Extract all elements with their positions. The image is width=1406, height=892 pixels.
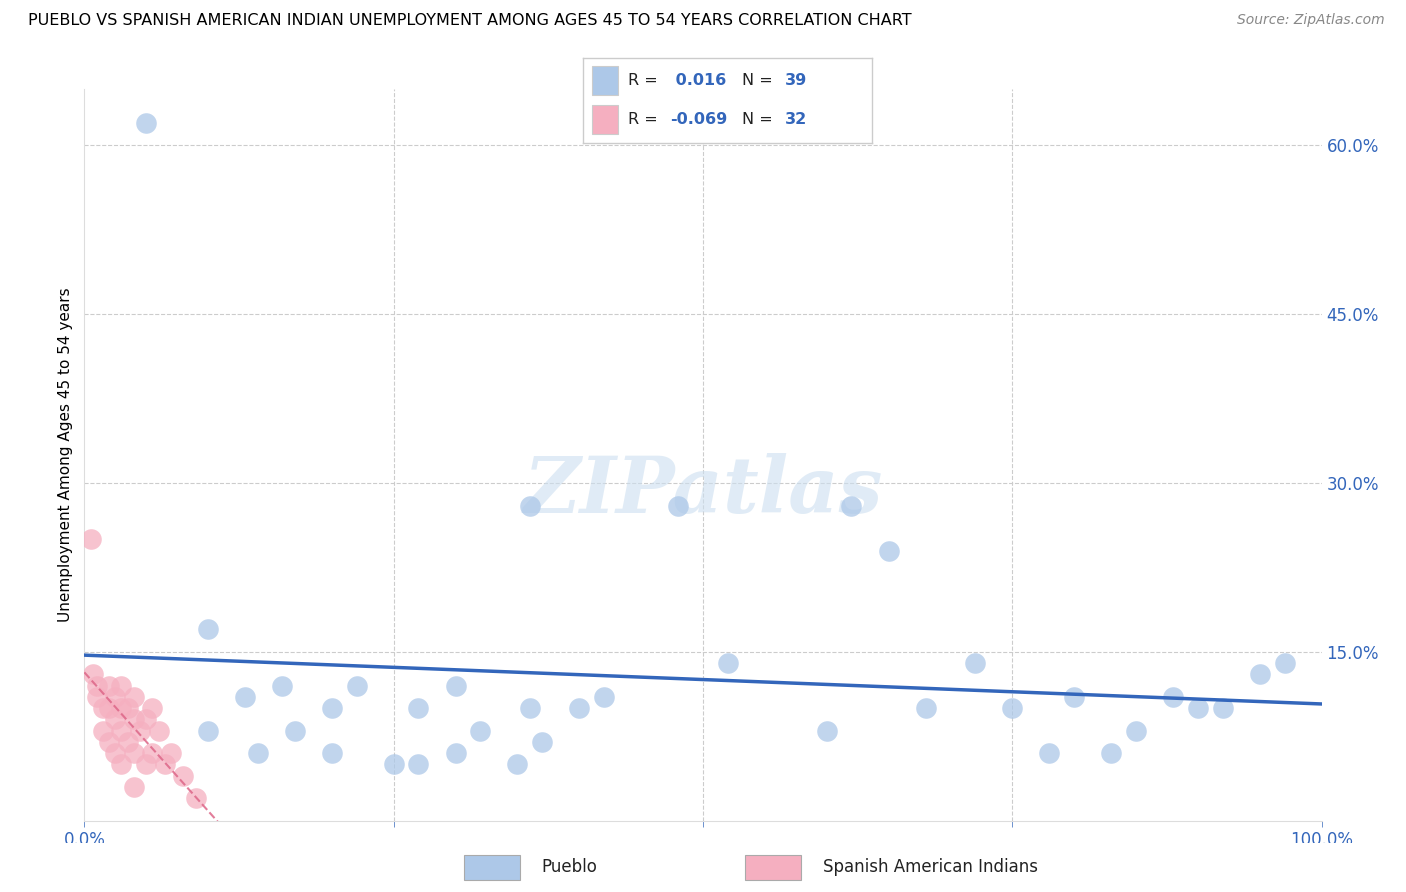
Point	[141, 701, 163, 715]
Point	[110, 701, 132, 715]
Point	[135, 712, 157, 726]
Point	[1125, 723, 1147, 738]
Text: R =: R =	[628, 73, 658, 88]
Point	[519, 701, 541, 715]
Point	[117, 735, 139, 749]
Text: R =: R =	[628, 112, 658, 128]
Point	[86, 690, 108, 704]
Point	[122, 690, 145, 704]
Point	[122, 746, 145, 760]
Point	[197, 623, 219, 637]
Point	[914, 701, 936, 715]
Point	[506, 757, 529, 772]
Point	[122, 712, 145, 726]
Point	[321, 746, 343, 760]
Point	[408, 757, 430, 772]
Point	[86, 679, 108, 693]
Point	[246, 746, 269, 760]
Point	[1063, 690, 1085, 704]
Point	[197, 723, 219, 738]
Point	[519, 499, 541, 513]
Point	[98, 735, 121, 749]
Text: 0.016: 0.016	[671, 73, 727, 88]
Point	[184, 791, 207, 805]
Point	[110, 679, 132, 693]
Point	[444, 746, 467, 760]
Point	[965, 656, 987, 670]
Point	[117, 701, 139, 715]
Text: N =: N =	[742, 112, 773, 128]
Point	[104, 712, 127, 726]
Point	[593, 690, 616, 704]
Point	[321, 701, 343, 715]
Point	[91, 723, 114, 738]
Point	[129, 723, 152, 738]
Text: Pueblo: Pueblo	[541, 858, 598, 877]
Point	[877, 543, 900, 558]
Text: Spanish American Indians: Spanish American Indians	[823, 858, 1038, 877]
Point	[172, 769, 194, 783]
Point	[153, 757, 176, 772]
Point	[1249, 667, 1271, 681]
Point	[382, 757, 405, 772]
Text: PUEBLO VS SPANISH AMERICAN INDIAN UNEMPLOYMENT AMONG AGES 45 TO 54 YEARS CORRELA: PUEBLO VS SPANISH AMERICAN INDIAN UNEMPL…	[28, 13, 911, 29]
Point	[148, 723, 170, 738]
Point	[110, 723, 132, 738]
Text: 39: 39	[785, 73, 807, 88]
Point	[98, 701, 121, 715]
Point	[1187, 701, 1209, 715]
Point	[1274, 656, 1296, 670]
Point	[135, 116, 157, 130]
Point	[91, 701, 114, 715]
Text: ZIPatlas: ZIPatlas	[523, 453, 883, 530]
Text: Source: ZipAtlas.com: Source: ZipAtlas.com	[1237, 13, 1385, 28]
Point	[104, 690, 127, 704]
Point	[1001, 701, 1024, 715]
Point	[1038, 746, 1060, 760]
Point	[408, 701, 430, 715]
FancyBboxPatch shape	[745, 855, 801, 880]
Point	[1212, 701, 1234, 715]
Point	[79, 533, 101, 547]
Point	[122, 780, 145, 794]
Point	[141, 746, 163, 760]
Point	[568, 701, 591, 715]
Point	[104, 746, 127, 760]
Point	[666, 499, 689, 513]
Point	[531, 735, 554, 749]
Point	[233, 690, 256, 704]
Text: -0.069: -0.069	[671, 112, 727, 128]
Point	[1161, 690, 1184, 704]
Point	[160, 746, 183, 760]
Point	[815, 723, 838, 738]
Point	[271, 679, 294, 693]
Text: 32: 32	[785, 112, 807, 128]
Point	[470, 723, 492, 738]
Point	[284, 723, 307, 738]
FancyBboxPatch shape	[464, 855, 520, 880]
Point	[346, 679, 368, 693]
Point	[841, 499, 863, 513]
Point	[1099, 746, 1122, 760]
Y-axis label: Unemployment Among Ages 45 to 54 years: Unemployment Among Ages 45 to 54 years	[58, 287, 73, 623]
Point	[98, 679, 121, 693]
Point	[82, 667, 104, 681]
FancyBboxPatch shape	[592, 105, 619, 134]
Point	[444, 679, 467, 693]
FancyBboxPatch shape	[592, 67, 619, 95]
Text: N =: N =	[742, 73, 773, 88]
Point	[110, 757, 132, 772]
Point	[135, 757, 157, 772]
Point	[717, 656, 740, 670]
